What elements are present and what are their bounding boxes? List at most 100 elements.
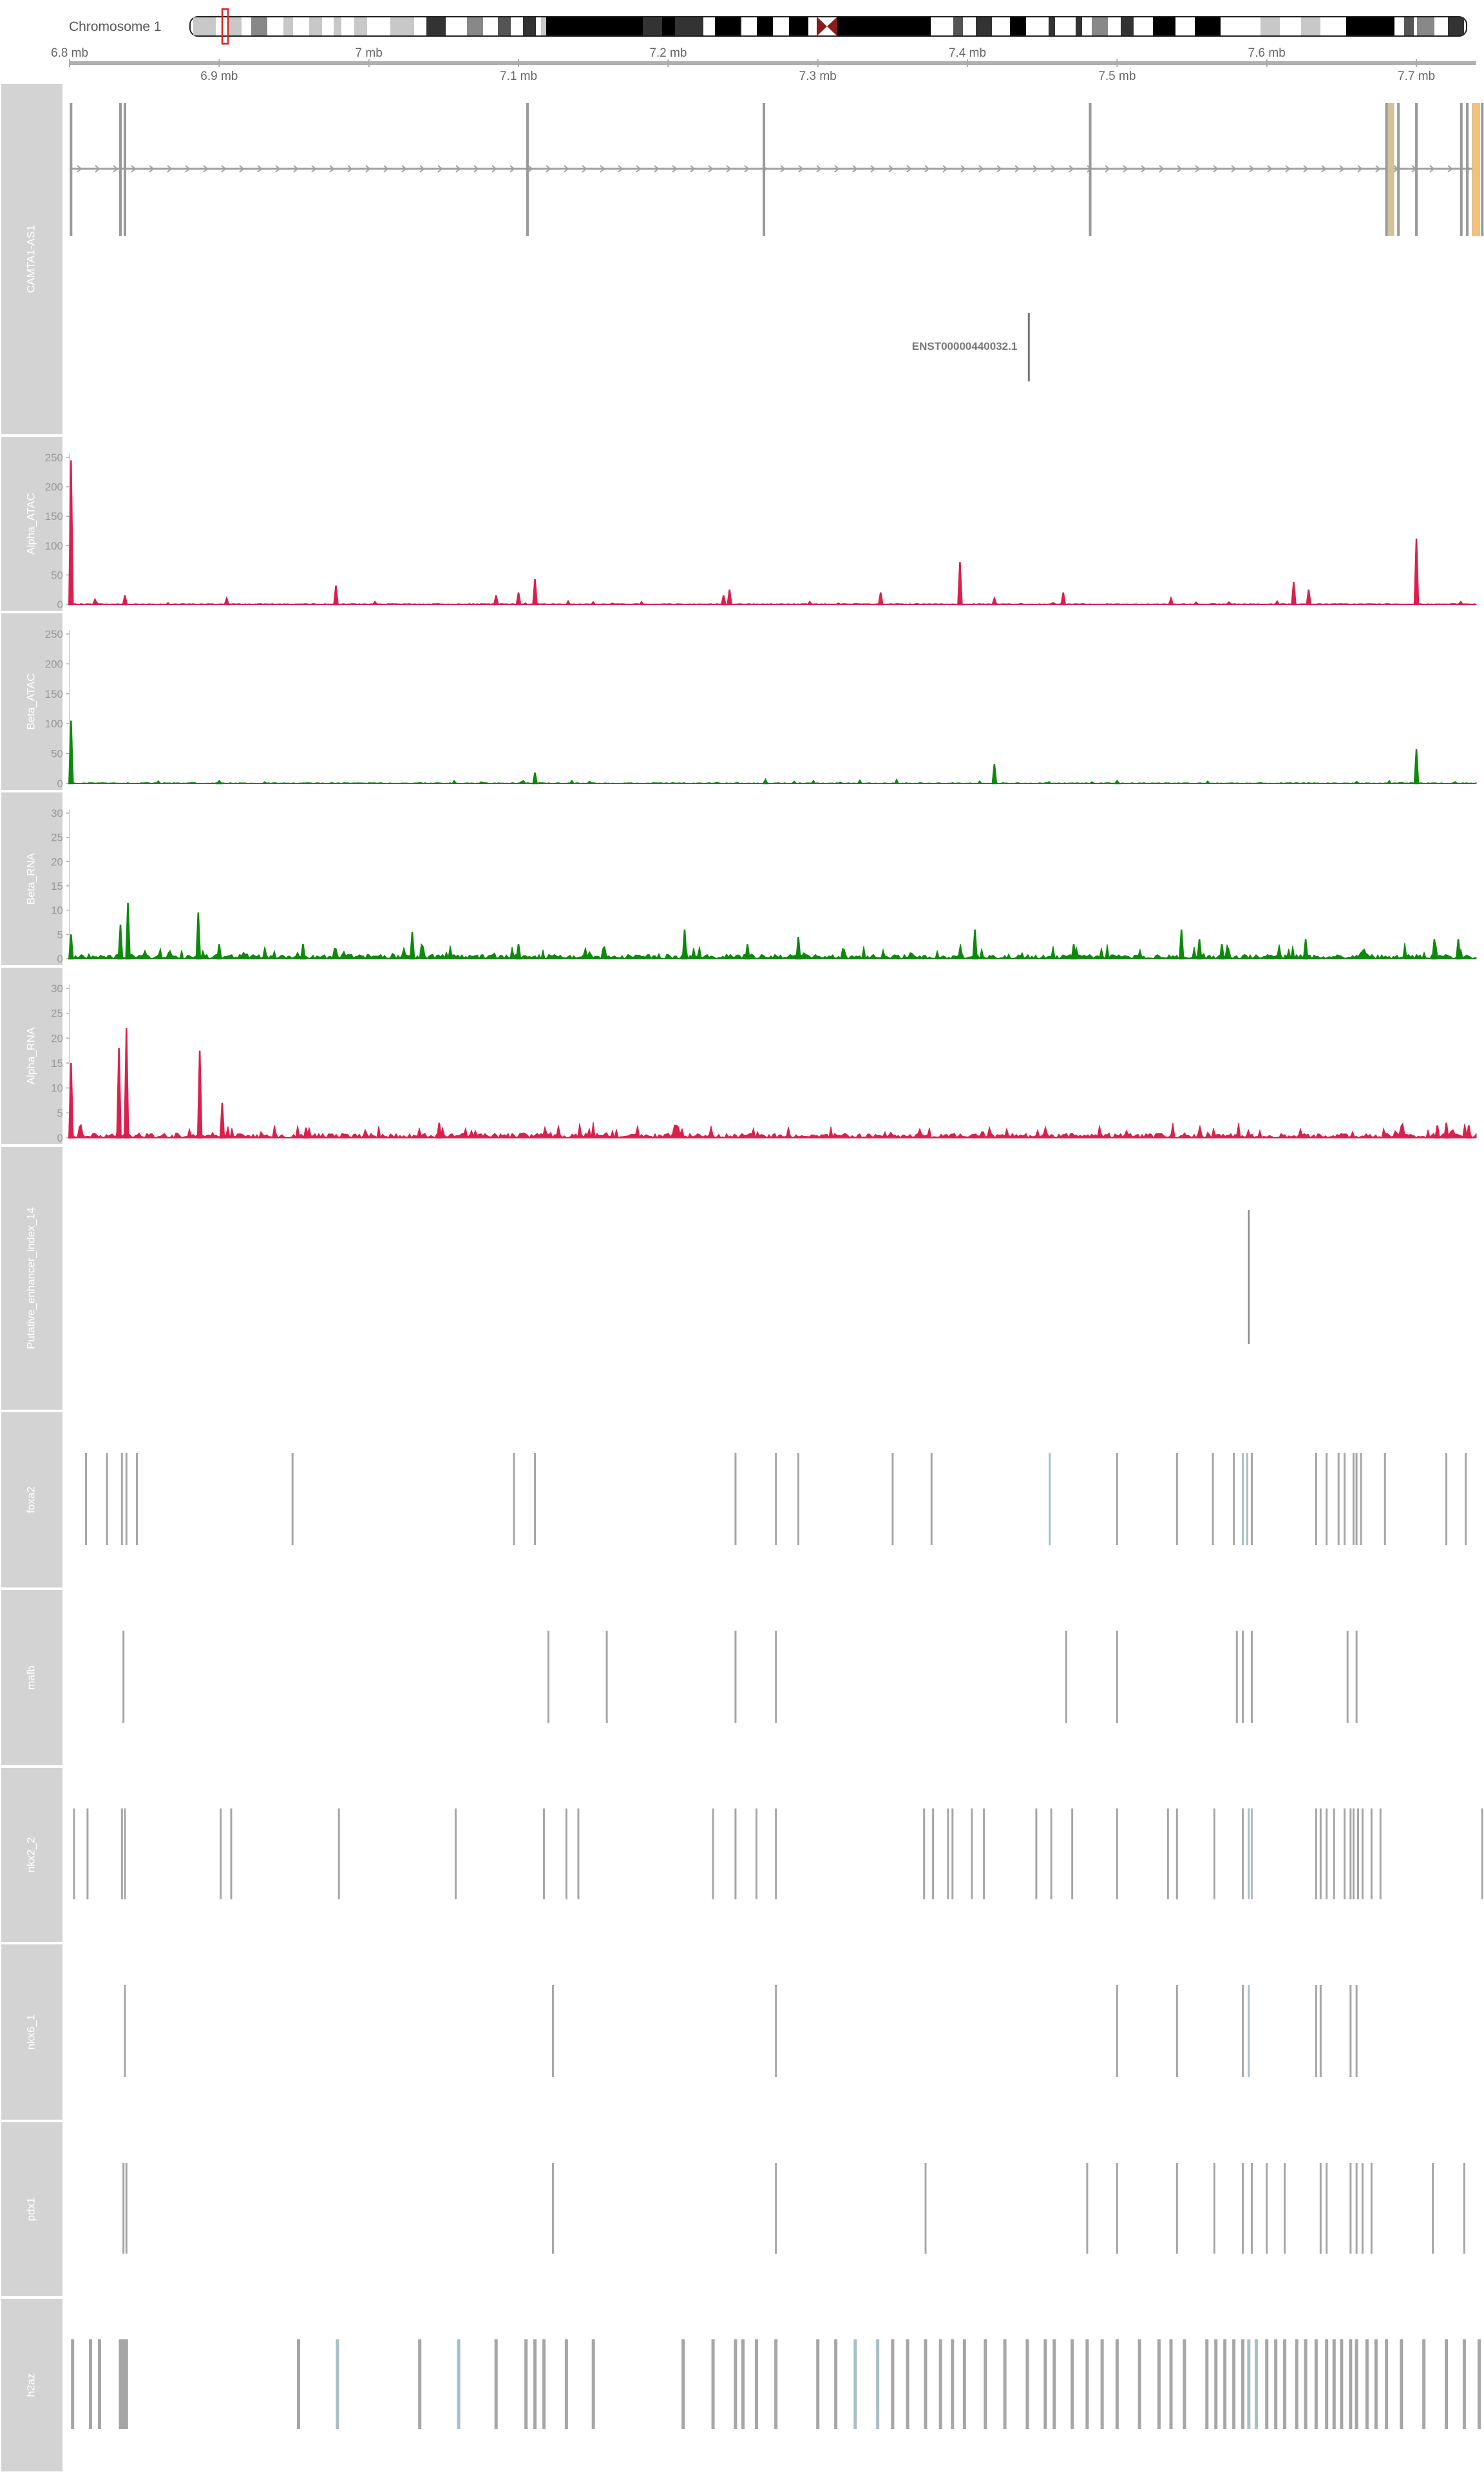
- strand-arrow: [1267, 165, 1273, 173]
- signal-peak: [1070, 944, 1077, 960]
- ideogram-band: [1153, 17, 1175, 35]
- axis-tick-label: 6.9 mb: [200, 70, 238, 83]
- tf-track-pdx1: [122, 2163, 1465, 2254]
- y-tick-label: 50: [51, 569, 63, 581]
- track-panel: [1, 613, 62, 790]
- y-tick-label: 25: [51, 1008, 63, 1020]
- signal-peak: [1291, 582, 1297, 606]
- signal-peak: [125, 903, 131, 960]
- strand-arrow: [528, 165, 533, 173]
- strand-arrow: [239, 165, 245, 173]
- signal-peak: [1443, 1122, 1449, 1139]
- strand-arrow: [419, 165, 425, 173]
- signal-peak: [1302, 939, 1309, 960]
- ideogram-band: [283, 17, 293, 35]
- strand-arrow: [383, 165, 389, 173]
- y-tick-label: 150: [45, 688, 63, 700]
- strand-arrow: [1123, 165, 1128, 173]
- strand-arrow: [888, 165, 894, 173]
- strand-arrow: [329, 165, 335, 173]
- ideogram-band: [1121, 17, 1134, 35]
- signal-peak: [1465, 1125, 1472, 1139]
- y-tick-label: 100: [45, 540, 63, 552]
- strand-arrow: [1249, 165, 1255, 173]
- signal-peak: [515, 944, 522, 960]
- y-tick-label: 0: [57, 1132, 63, 1144]
- strand-arrow: [1339, 165, 1345, 173]
- signal-peak: [300, 944, 306, 960]
- signal-peak: [91, 597, 99, 606]
- track-label: Alpha_ATAC: [24, 493, 37, 555]
- signal-peak: [727, 590, 733, 606]
- axis-tick-label: 7.6 mb: [1248, 46, 1286, 60]
- ideogram-band: [1417, 17, 1434, 35]
- strand-arrow: [546, 165, 551, 173]
- signal-peak: [436, 1122, 442, 1139]
- gene-exon-utr: [1387, 103, 1394, 236]
- ideogram-band: [498, 17, 511, 35]
- signal-peak: [195, 912, 202, 960]
- signal-peak: [117, 925, 124, 960]
- track-panel: [1, 84, 62, 434]
- strand-arrow: [1159, 165, 1165, 173]
- track-panel: [1, 1768, 62, 1942]
- signal-peak: [877, 592, 884, 606]
- signal-peak: [991, 595, 998, 606]
- chromosome-ideogram: Chromosome 1: [69, 8, 1467, 45]
- strand-arrow: [1285, 165, 1291, 173]
- y-tick-label: 5: [57, 928, 63, 941]
- axis-tick-label: 6.8 mb: [51, 46, 88, 60]
- ideogram-band: [1404, 17, 1414, 35]
- signal-peak: [333, 585, 339, 606]
- signal-peak: [1306, 590, 1312, 606]
- signal-peak: [1219, 944, 1225, 960]
- strand-arrow: [1213, 165, 1219, 173]
- y-tick-label: 0: [57, 953, 63, 965]
- ideogram-band: [523, 17, 536, 35]
- strand-arrow: [1429, 165, 1435, 173]
- chromosome-label: Chromosome 1: [69, 19, 162, 34]
- strand-arrow: [654, 165, 660, 173]
- ideogram-band: [251, 17, 267, 35]
- strand-arrow: [672, 165, 678, 173]
- strand-arrow: [293, 165, 299, 173]
- region-highlight: [221, 8, 229, 45]
- track-label: pdx1: [24, 2198, 37, 2221]
- track-panel: [1, 968, 62, 1144]
- signal-peak: [224, 595, 230, 606]
- signal-peak: [303, 1127, 309, 1139]
- tf-tracks: [71, 1453, 1483, 2429]
- track-label: CAMTA1-AS1: [24, 225, 37, 293]
- track-panel: [1, 792, 62, 965]
- strand-arrow: [744, 165, 750, 173]
- strand-arrow: [852, 165, 858, 173]
- y-tick-label: 100: [45, 718, 63, 730]
- signal-peak: [122, 595, 128, 606]
- ideogram-band: [334, 17, 341, 35]
- axis-tick-label: 7.7 mb: [1398, 70, 1435, 83]
- genome-axis: 6.8 mb 6.9 mb 7 mb 7.1 mb 7.2 mb 7.3 mb 7.4 mb…: [51, 46, 1476, 83]
- strand-arrow: [708, 165, 714, 173]
- ideogram-band: [1301, 17, 1320, 35]
- signal-peak: [124, 1028, 129, 1139]
- strand-arrow: [798, 165, 804, 173]
- ideogram-band: [757, 17, 773, 35]
- signal-peak: [219, 1102, 225, 1139]
- signal-peak: [1178, 929, 1184, 960]
- signal-peak: [532, 579, 538, 606]
- ideogram-band: [193, 17, 216, 35]
- y-tick-label: 15: [51, 1057, 63, 1069]
- signal-peak: [957, 562, 963, 606]
- track-panel: [1, 437, 62, 611]
- strand-arrow: [77, 165, 82, 173]
- ideogram-band: [976, 17, 992, 35]
- signal-track: 0 5 10 15 20 25 30: [51, 983, 1477, 1144]
- track-label: Putative_enhancer_index_14: [24, 1207, 37, 1349]
- signal-peak: [1060, 592, 1067, 606]
- gene-exons: [70, 103, 1484, 236]
- strand-arrow: [1069, 165, 1074, 173]
- ideogram-band: [1448, 17, 1464, 35]
- strand-arrow: [960, 165, 966, 173]
- signal-peak: [720, 595, 727, 606]
- signal-peak: [1455, 939, 1461, 960]
